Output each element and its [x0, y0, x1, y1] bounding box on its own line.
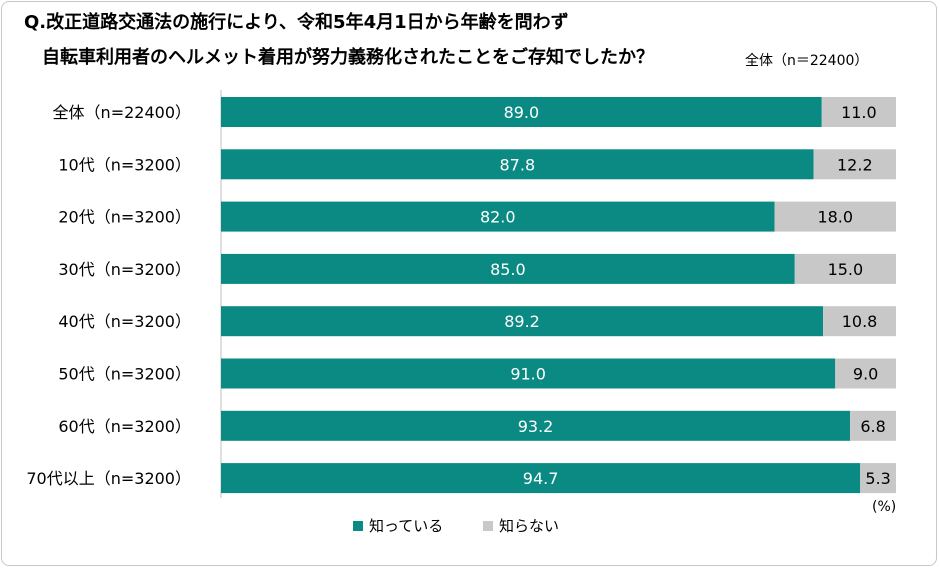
data-label-known: 85.0 — [490, 260, 526, 279]
chart-title-line1: Q.改正道路交通法の施行により、令和5年4月1日から年齢を問わず — [24, 12, 569, 33]
bar-unknown — [821, 97, 896, 127]
bar-known — [221, 201, 775, 232]
bar-known — [221, 463, 861, 494]
data-label-known: 87.8 — [500, 155, 536, 174]
bar-unknown — [860, 463, 896, 494]
category-label: 60代（n=3200） — [58, 417, 191, 436]
bar-known — [221, 149, 814, 180]
category-label: 10代（n=3200） — [58, 155, 191, 174]
data-label-known: 89.2 — [504, 312, 540, 331]
bar-known — [221, 410, 851, 441]
legend-swatch-unknown — [483, 520, 493, 531]
bar-unknown — [823, 306, 896, 337]
legend-label-known: 知っている — [369, 517, 444, 535]
chart-title-line2: 自転車利用者のヘルメット着用が努力義務化されたことをご存知でしたか？ — [42, 47, 654, 68]
bar-unknown — [835, 358, 896, 389]
bar-known — [221, 358, 836, 389]
unit-label: (%) — [872, 499, 897, 515]
bar-known — [221, 306, 824, 337]
category-label: 全体（n=22400） — [53, 103, 191, 122]
legend-item-known: 知っている — [353, 515, 443, 536]
sample-size-note: 全体（n＝22400） — [745, 53, 869, 69]
data-label-known: 93.2 — [518, 417, 554, 436]
data-label-known: 91.0 — [510, 365, 546, 384]
data-label-unknown: 18.0 — [817, 208, 853, 227]
category-label: 70代以上（n=3200） — [26, 469, 191, 488]
data-label-unknown: 10.8 — [842, 312, 878, 331]
category-label: 30代（n=3200） — [58, 260, 191, 279]
bar-known — [221, 97, 822, 127]
legend-item-unknown: 知らない — [483, 515, 559, 536]
data-label-known: 82.0 — [480, 208, 516, 227]
data-label-unknown: 9.0 — [853, 365, 878, 384]
category-label: 40代（n=3200） — [58, 312, 191, 331]
legend-label-unknown: 知らない — [499, 517, 560, 535]
data-label-unknown: 6.8 — [860, 417, 885, 436]
data-label-known: 89.0 — [504, 103, 540, 122]
bar-unknown — [794, 253, 896, 284]
data-label-unknown: 5.3 — [865, 469, 890, 488]
bar-unknown — [774, 201, 896, 232]
bar-unknown — [850, 410, 896, 441]
data-label-unknown: 12.2 — [837, 155, 873, 174]
data-label-unknown: 15.0 — [828, 260, 864, 279]
category-label: 20代（n=3200） — [58, 208, 191, 227]
bar-unknown — [813, 149, 896, 180]
data-label-unknown: 11.0 — [841, 103, 877, 122]
data-label-known: 94.7 — [523, 469, 559, 488]
legend-swatch-known — [353, 520, 363, 531]
category-label: 50代（n=3200） — [58, 365, 191, 384]
bar-known — [221, 253, 795, 284]
